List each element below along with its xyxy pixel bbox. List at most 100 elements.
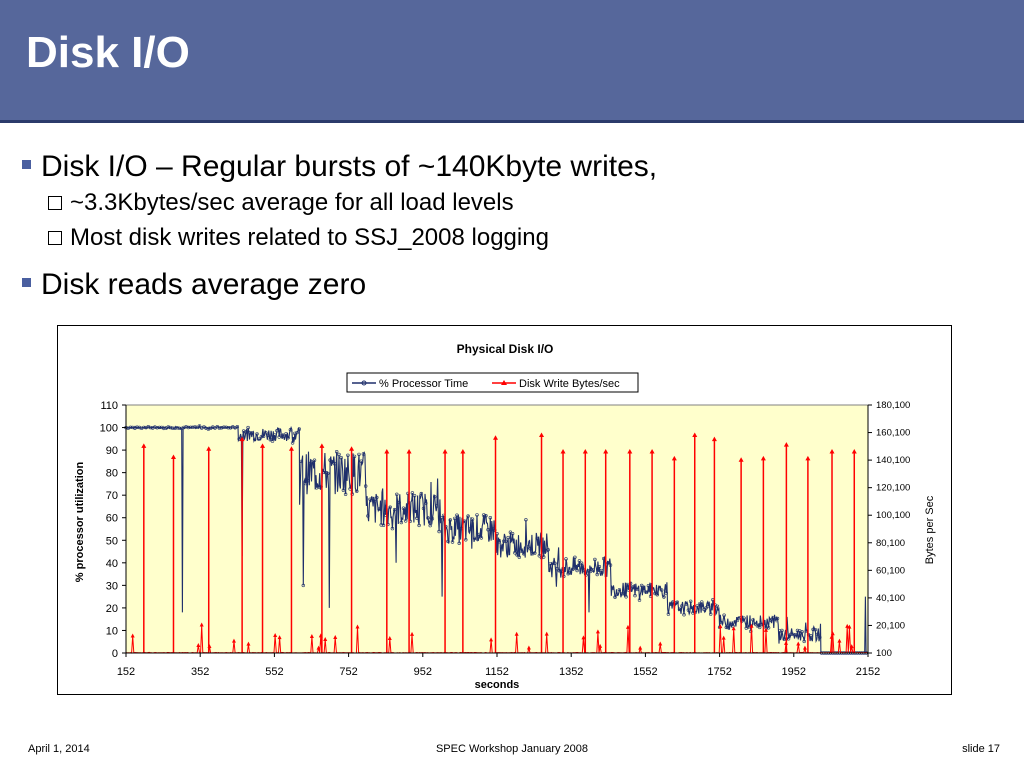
y-tick-label: 80 [106, 468, 118, 480]
processor-time-point [797, 629, 802, 633]
processor-time-point [286, 436, 290, 440]
processor-time-point [813, 628, 817, 632]
processor-time-point [553, 561, 557, 566]
processor-time-point [357, 452, 361, 457]
processor-time-point [130, 425, 135, 430]
disk-write-spike-marker [829, 448, 835, 454]
processor-time-point [468, 527, 472, 531]
bullet-disk-reads: Disk reads average zero [22, 268, 366, 302]
processor-time-point [128, 425, 133, 430]
processor-time-point [430, 517, 435, 521]
processor-time-point [177, 426, 182, 431]
processor-time-point [266, 433, 270, 438]
disk-write-spike-marker [319, 443, 325, 448]
processor-time-point [704, 606, 708, 610]
processor-time-point [481, 513, 486, 517]
footer-date: April 1, 2014 [28, 743, 90, 755]
processor-time-point [261, 434, 266, 438]
disk-write-series [125, 432, 868, 654]
disk-write-spike-marker [805, 455, 811, 461]
y-tick-label: 20 [106, 603, 118, 615]
disk-write-burst-marker [796, 641, 801, 646]
processor-time-point [346, 453, 350, 458]
processor-time-point [220, 426, 224, 430]
y2-tick-label: 180,100 [876, 400, 910, 411]
disk-write-spike-marker [493, 435, 499, 440]
disk-write-burst-marker [718, 624, 723, 629]
processor-time-point [410, 491, 415, 495]
y2-tick-label: 120,100 [876, 483, 910, 494]
processor-time-point [793, 633, 797, 637]
processor-time-point [555, 567, 559, 571]
disk-write-burst-marker [514, 631, 519, 636]
bullet-marker [22, 159, 31, 169]
processor-time-point [688, 599, 693, 603]
processor-time-point [726, 626, 731, 630]
processor-time-point [390, 526, 395, 531]
y-tick-label: 60 [106, 513, 118, 525]
processor-time-point [486, 528, 490, 532]
disk-write-burst-marker [598, 643, 603, 648]
processor-time-point [226, 425, 231, 430]
disk-write-spike-marker [141, 443, 147, 448]
processor-time-point [522, 552, 526, 556]
y-tick-label: 100 [100, 423, 118, 435]
processor-time-point [246, 425, 250, 430]
processor-time-point [557, 569, 561, 573]
processor-time-point [513, 551, 517, 555]
processor-time-point [633, 593, 637, 598]
processor-time-point [755, 624, 760, 628]
processor-time-point [184, 425, 188, 429]
x-tick-label: 752 [339, 666, 357, 678]
slide-header: Disk I/O [0, 0, 1024, 120]
processor-time-point [577, 559, 582, 563]
processor-time-point [728, 622, 733, 627]
disk-write-burst-marker [658, 641, 663, 646]
processor-time-point [424, 501, 428, 506]
x-tick-label: 152 [117, 666, 135, 678]
y2-tick-label: 100,100 [876, 510, 910, 521]
disk-write-burst-marker [387, 635, 392, 640]
processor-time-point [646, 584, 651, 588]
processor-time-point [682, 613, 686, 617]
processor-time-point [237, 437, 241, 441]
processor-time-point [399, 520, 403, 525]
disk-write-burst-marker [731, 626, 736, 631]
processor-time-point [564, 557, 568, 561]
disk-write-burst-marker [802, 645, 807, 650]
disk-write-burst-marker [316, 645, 321, 650]
chart-legend: % Processor Time Disk Write Bytes/sec [346, 372, 639, 393]
disk-write-burst-marker [581, 635, 586, 640]
processor-time-point [497, 540, 501, 544]
processor-time-point [597, 565, 602, 569]
y2-tick-label: 40,100 [876, 593, 905, 604]
processor-time-point [457, 541, 461, 546]
processor-time-point [504, 539, 508, 543]
processor-time-point [546, 548, 550, 552]
legend-disk-marker [501, 380, 507, 385]
processor-time-point [528, 547, 533, 551]
processor-time-point [255, 432, 259, 436]
disk-write-spike-marker [406, 448, 412, 454]
processor-time-point [270, 439, 275, 443]
processor-time-point [437, 529, 441, 534]
processor-time-point [466, 514, 470, 518]
processor-time-point [339, 456, 343, 460]
processor-time-point [328, 458, 332, 462]
processor-time-point [502, 539, 506, 543]
processor-time-point [695, 604, 699, 608]
processor-time-point [519, 549, 524, 553]
processor-time-point [370, 496, 374, 501]
processor-time-point [662, 595, 666, 599]
disk-write-burst-marker [721, 635, 726, 640]
processor-time-point [742, 616, 746, 620]
processor-time-point [499, 545, 504, 549]
processor-time-point [731, 624, 735, 628]
processor-time-point [702, 607, 706, 612]
processor-time-point [818, 635, 822, 640]
processor-time-point [722, 613, 726, 617]
processor-time-point [664, 591, 668, 595]
processor-time-point [455, 513, 459, 517]
processor-time-point [388, 505, 392, 509]
processor-time-point [680, 604, 684, 608]
